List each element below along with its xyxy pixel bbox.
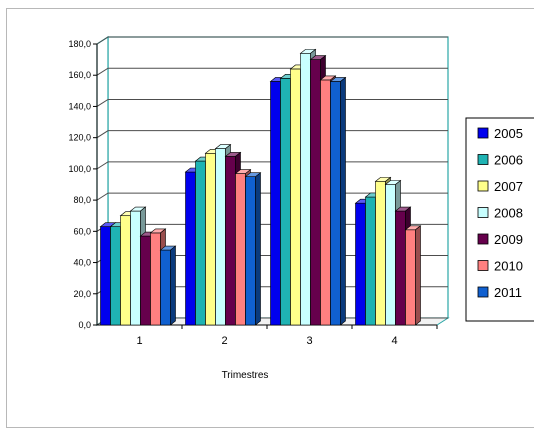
category-label: 4	[391, 335, 397, 347]
bar-front	[300, 53, 311, 326]
bar-front	[290, 68, 301, 326]
bar-front	[140, 235, 151, 326]
bar	[329, 76, 347, 326]
legend-swatch	[477, 233, 489, 245]
y-tick-label: 100,0	[68, 164, 91, 174]
bar-front	[280, 78, 291, 326]
legend-label: 2009	[494, 232, 523, 247]
bar-front	[385, 184, 396, 326]
legend-swatch	[477, 154, 489, 165]
legend-label: 2010	[494, 259, 523, 274]
bar-front	[235, 173, 246, 326]
legend-swatch	[477, 286, 489, 298]
legend-swatch	[477, 260, 489, 271]
y-tick-label: 180,0	[68, 39, 91, 49]
bar-front	[320, 79, 331, 326]
legend-label: 2005	[494, 126, 523, 141]
y-tick-label: 80,0	[73, 195, 91, 205]
bar-front	[185, 171, 196, 326]
category-label: 1	[136, 335, 142, 347]
legend-label: 2006	[494, 153, 523, 168]
bar-side	[415, 225, 421, 326]
legend: 2005 2006 2007 2008 2009 2010 2011	[465, 117, 534, 322]
bar-front	[225, 156, 236, 326]
y-tick-label: 20,0	[73, 289, 91, 299]
bar-front	[195, 160, 206, 326]
category-label: 2	[221, 335, 227, 347]
bar-front	[270, 81, 281, 326]
y-tick-label: 120,0	[68, 133, 91, 143]
y-tick-label: 60,0	[73, 226, 91, 236]
x-axis-label: Trimestres	[222, 370, 269, 381]
y-tick-label: 160,0	[68, 70, 91, 80]
bar-front	[100, 226, 111, 326]
bar-front	[310, 59, 321, 326]
y-tick-label: 140,0	[68, 101, 91, 111]
bar-front	[365, 196, 376, 326]
legend-label: 2011	[494, 285, 522, 300]
legend-swatch	[477, 207, 489, 218]
bar	[244, 172, 262, 326]
bar	[404, 225, 422, 326]
legend-label: 2008	[494, 206, 523, 221]
bar-chart: 0,0 20,0 40,0 60,0 80,0 100,0 120,0 140,0 160,0 1…	[68, 35, 534, 381]
bar-front	[110, 226, 121, 326]
bar-front	[375, 181, 386, 326]
bar-side	[255, 172, 261, 326]
bar-front	[330, 81, 341, 326]
bar-front	[395, 210, 406, 326]
bar-front	[130, 210, 141, 326]
category-label: 3	[306, 335, 312, 347]
gridline	[96, 36, 448, 45]
bar-front	[245, 176, 256, 326]
legend-swatch	[477, 127, 489, 139]
legend-swatch	[477, 180, 489, 192]
y-tick-label: 0,0	[78, 320, 91, 330]
bar-front	[120, 215, 131, 326]
y-tick-label: 40,0	[73, 258, 91, 268]
legend-label: 2007	[494, 179, 523, 194]
bar-front	[355, 202, 366, 326]
bar-front	[215, 148, 226, 326]
bar-front	[405, 229, 416, 326]
bar-side	[340, 76, 346, 326]
bar	[159, 245, 177, 326]
legend-box	[465, 117, 534, 322]
bar-front	[160, 249, 171, 326]
bar-front	[150, 232, 161, 326]
bar-side	[170, 245, 176, 326]
bar-front	[205, 152, 216, 326]
gridline	[96, 67, 448, 76]
